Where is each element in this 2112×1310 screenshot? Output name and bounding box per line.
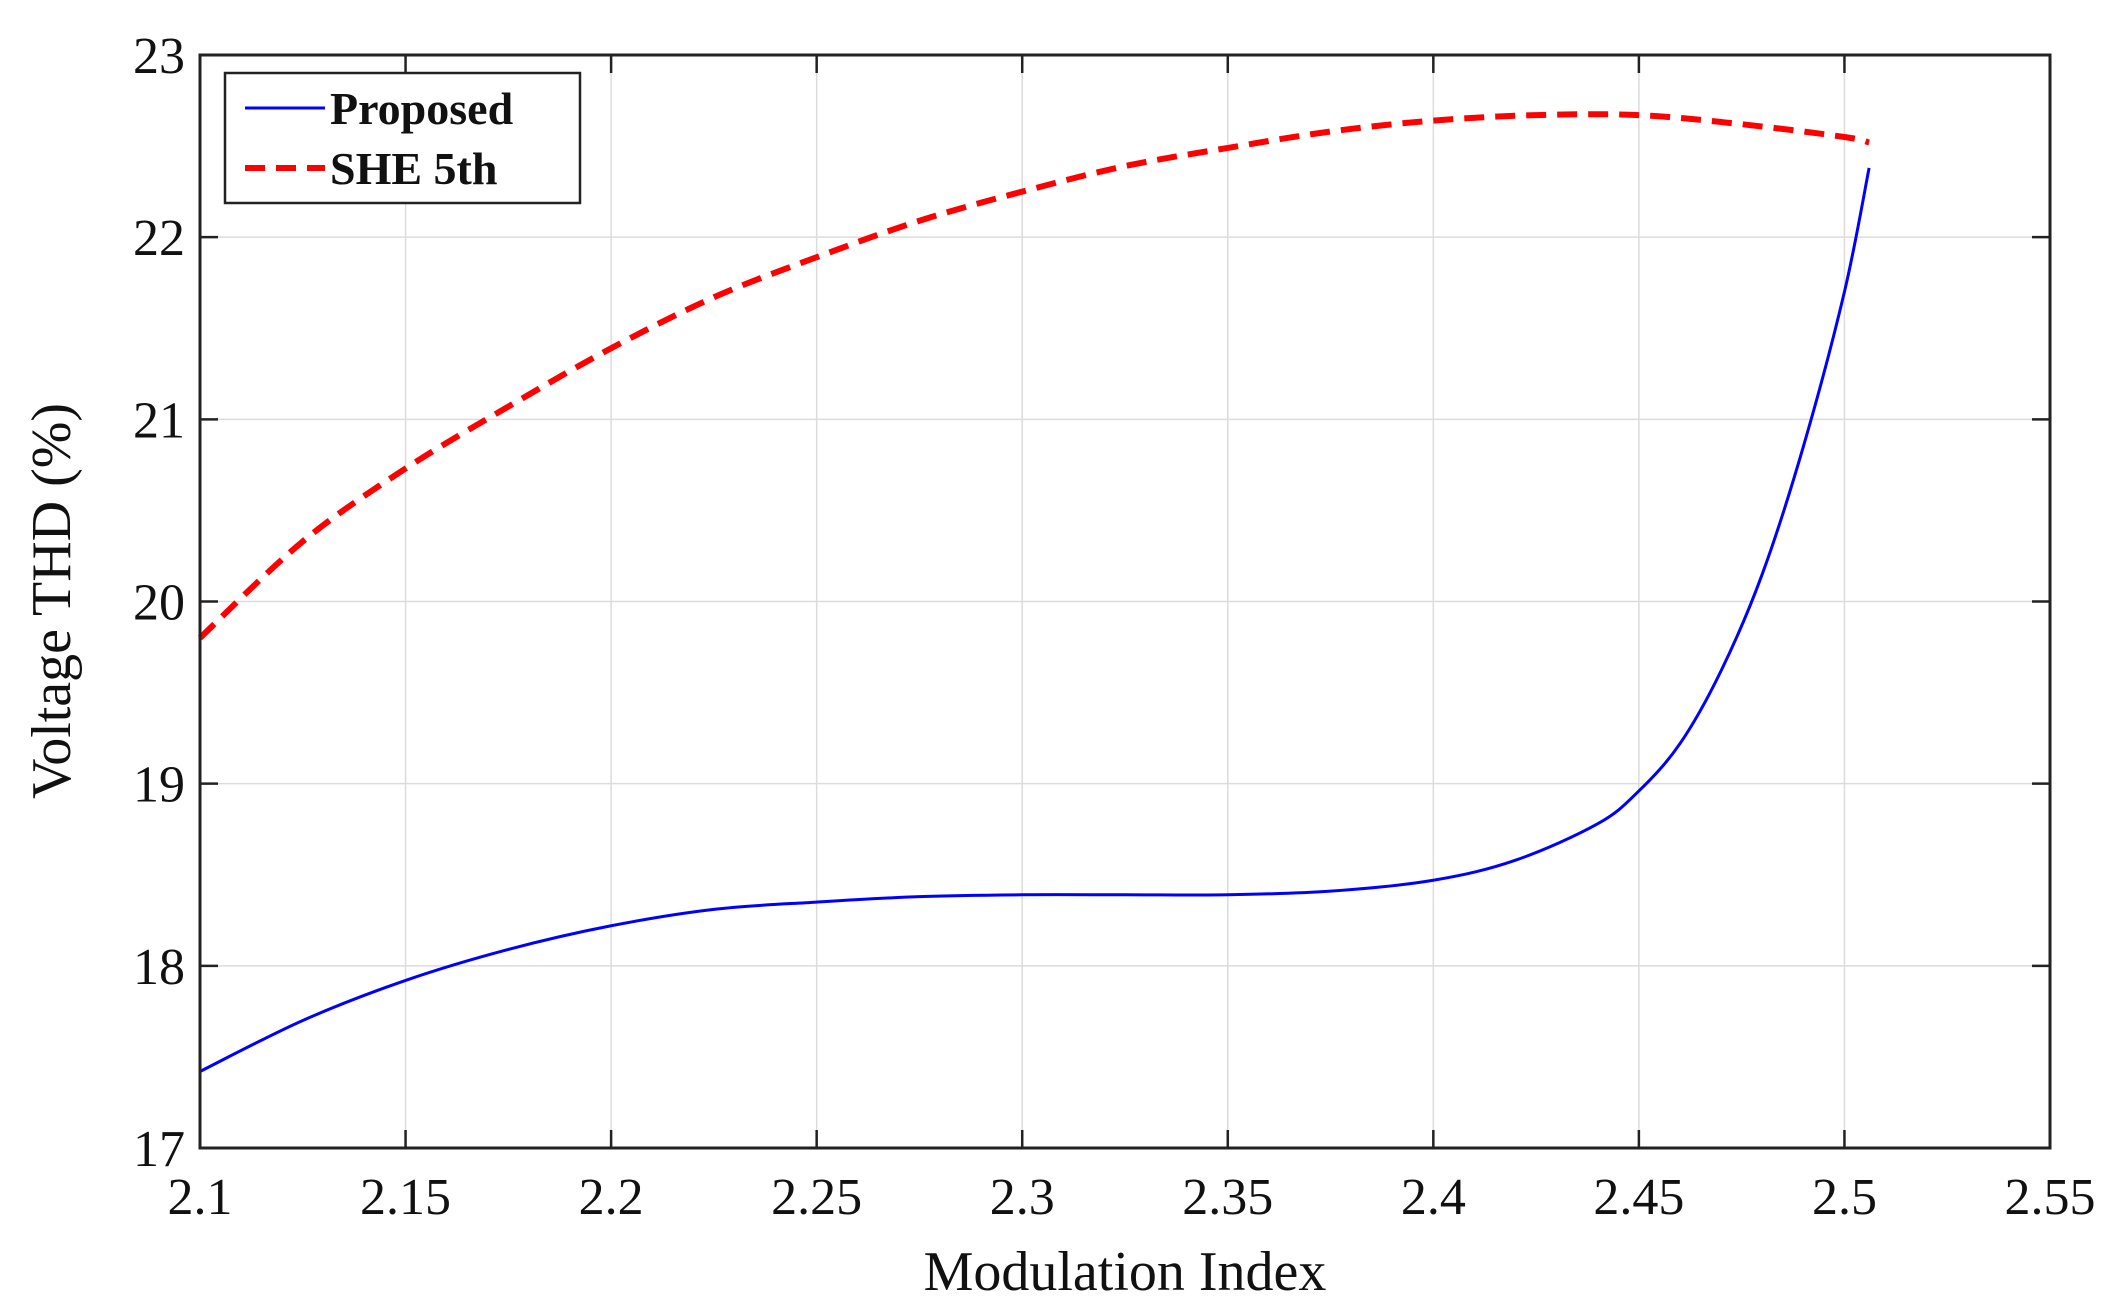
- y-tick-label: 22: [133, 210, 185, 267]
- legend-box: [223, 71, 582, 205]
- y-tick-label: 17: [133, 1121, 185, 1178]
- series-lines: [197, 111, 1871, 1073]
- x-axis-label: Modulation Index: [924, 1241, 1327, 1303]
- y-axis-label: Voltage THD (%): [21, 403, 83, 799]
- series-line-proposed: [199, 167, 1871, 1073]
- x-tick-label: 2.3: [990, 1169, 1055, 1226]
- legend-label-she-5th: SHE 5th: [330, 143, 497, 194]
- series-line-she-5th: [197, 111, 1870, 641]
- x-tick-label: 2.55: [2005, 1169, 2096, 1226]
- x-tick-label: 2.1: [168, 1169, 233, 1226]
- legend-label-proposed: Proposed: [330, 83, 514, 134]
- y-tick-label: 20: [133, 575, 185, 632]
- grid-lines: [200, 55, 2050, 1148]
- x-tick-label: 2.2: [579, 1169, 644, 1226]
- x-tick-label: 2.15: [360, 1169, 451, 1226]
- x-tick-label: 2.4: [1401, 1169, 1466, 1226]
- x-tick-label: 2.35: [1182, 1169, 1273, 1226]
- axis-ticks: 2.1 2.15 2.2 2.25 2.3 2.35 2.4 2.45 2.5 2.55 17 18 1…: [133, 28, 2096, 1226]
- x-tick-label: 2.5: [1812, 1169, 1877, 1226]
- y-tick-label: 21: [133, 392, 185, 449]
- y-tick-label: 23: [133, 28, 185, 85]
- legend: Proposed SHE 5th: [223, 71, 582, 205]
- x-tick-label: 2.45: [1593, 1169, 1684, 1226]
- y-tick-label: 18: [133, 939, 185, 996]
- x-tick-label: 2.25: [771, 1169, 862, 1226]
- y-tick-label: 19: [133, 757, 185, 814]
